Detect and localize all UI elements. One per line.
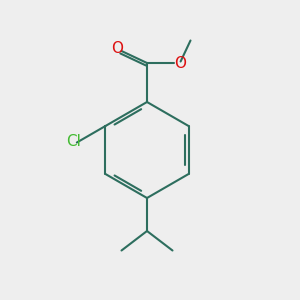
Text: O: O xyxy=(175,56,187,70)
Text: O: O xyxy=(111,40,123,56)
Text: Cl: Cl xyxy=(66,134,81,148)
